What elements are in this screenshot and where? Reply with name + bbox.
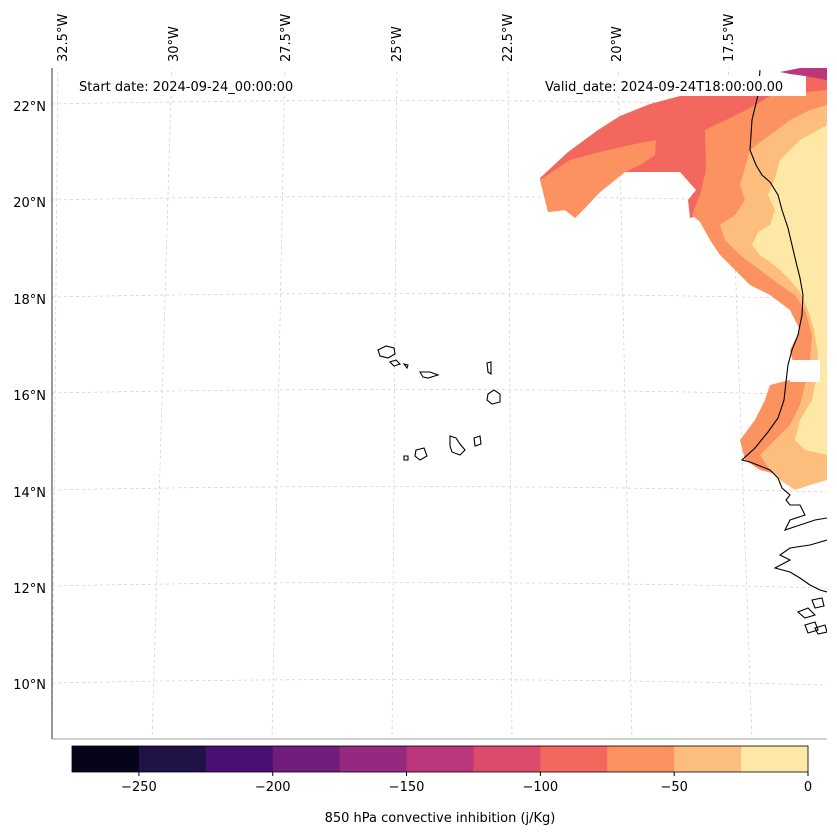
lat-label: 14°N <box>13 486 46 501</box>
colorbar-tick-label: −50 <box>660 780 687 795</box>
colorbar-label: 850 hPa convective inhibition (j/Kg) <box>325 811 556 826</box>
african-coastline <box>740 69 827 531</box>
cabo-verde-santo-antao <box>377 345 396 359</box>
latitude-labels: 22°N 20°N 18°N 16°N 14°N 12°N 10°N <box>13 100 46 693</box>
parallel-line <box>52 582 827 589</box>
valid-date-text: Valid_date: 2024-09-24T18:00:00.00 <box>545 80 783 95</box>
cabo-verde-maio <box>473 435 482 447</box>
lon-label: 25°W <box>390 26 405 62</box>
colorbar-ticks: −250 −200 −150 −100 −50 0 <box>121 772 812 795</box>
longitude-labels: 32.5°W 30°W 27.5°W 25°W 22.5°W 20°W 17.5… <box>56 14 737 62</box>
lon-label: 17.5°W <box>722 14 737 62</box>
colorbar-swatch <box>473 746 541 772</box>
lat-label: 22°N <box>13 100 46 115</box>
parallel-line <box>52 679 827 686</box>
meridian-line <box>271 68 286 739</box>
cabo-verde-santa-luzia <box>402 363 409 370</box>
cin-filled-contours <box>540 68 827 490</box>
colorbar: −250 −200 −150 −100 −50 0 850 hPa convective … <box>71 745 812 826</box>
contour-band--25-to-0 <box>752 125 827 455</box>
lon-label: 32.5°W <box>56 14 71 62</box>
colorbar-tick-label: −200 <box>255 780 291 795</box>
no-data-patch <box>790 360 820 382</box>
cabo-verde-brava <box>403 455 409 461</box>
coastlines <box>377 69 827 635</box>
colorbar-swatch <box>138 746 207 772</box>
start-date-box <box>74 76 314 96</box>
colorbar-swatch <box>741 746 809 772</box>
lat-label: 20°N <box>13 196 46 211</box>
meridian-line <box>507 68 513 739</box>
valid-date-box <box>540 76 806 96</box>
guinea-bissau-coastline <box>773 539 827 593</box>
colorbar-swatch <box>540 746 608 772</box>
colorbar-tick-label: −250 <box>121 780 157 795</box>
lon-label: 30°W <box>167 26 182 62</box>
bijagos-islands-coast <box>796 597 827 635</box>
date-annotations: Start date: 2024-09-24_00:00:00 Valid_da… <box>74 76 806 96</box>
contour-band--150-to--125 <box>780 68 827 80</box>
colorbar-swatch <box>607 746 675 772</box>
lat-label: 10°N <box>13 678 46 693</box>
meridian-line <box>617 68 633 739</box>
parallel-line <box>52 100 827 107</box>
cabo-verde-boa-vista <box>486 389 501 405</box>
cabo-verde-fogo <box>414 447 428 461</box>
parallel-line <box>52 196 827 203</box>
colorbar-tick-label: 0 <box>804 780 812 795</box>
cabo-verde-sao-vicente <box>388 359 402 367</box>
lon-label: 20°W <box>610 26 625 62</box>
colorbar-frame <box>71 745 809 773</box>
colorbar-tick-label: −100 <box>523 780 559 795</box>
cabo-verde-sal <box>486 361 492 376</box>
parallel-line <box>52 293 827 300</box>
meridian-line <box>391 68 398 739</box>
contour-band--75-to--50 <box>540 140 656 218</box>
lon-label: 27.5°W <box>279 14 294 62</box>
colorbar-tick-label: −150 <box>389 780 425 795</box>
meridian-line <box>151 68 173 739</box>
colorbar-swatch <box>674 746 742 772</box>
start-date-text: Start date: 2024-09-24_00:00:00 <box>79 80 293 95</box>
colorbar-swatch <box>406 746 474 772</box>
cabo-verde-sao-nicolau <box>419 371 440 379</box>
graticule <box>52 68 827 739</box>
parallel-line <box>52 486 827 493</box>
colorbar-swatch <box>72 746 140 772</box>
lat-label: 18°N <box>13 293 46 308</box>
meridian-line <box>52 68 59 739</box>
map-panel <box>51 68 827 740</box>
parallel-line <box>52 389 827 396</box>
colorbar-swatch <box>339 746 408 772</box>
lat-label: 16°N <box>13 389 46 404</box>
lat-label: 12°N <box>13 582 46 597</box>
colorbar-swatch <box>205 746 274 772</box>
colorbar-swatch <box>272 746 341 772</box>
cabo-verde-santiago <box>449 435 466 456</box>
lon-label: 22.5°W <box>501 14 516 62</box>
colorbar-swatches <box>72 746 809 772</box>
